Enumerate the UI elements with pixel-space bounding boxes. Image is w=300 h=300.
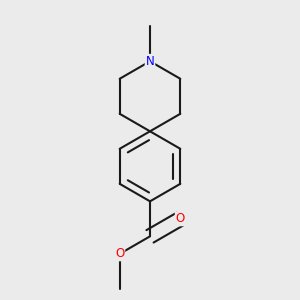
Text: O: O xyxy=(115,248,124,260)
Text: N: N xyxy=(146,55,154,68)
Text: O: O xyxy=(176,212,185,225)
